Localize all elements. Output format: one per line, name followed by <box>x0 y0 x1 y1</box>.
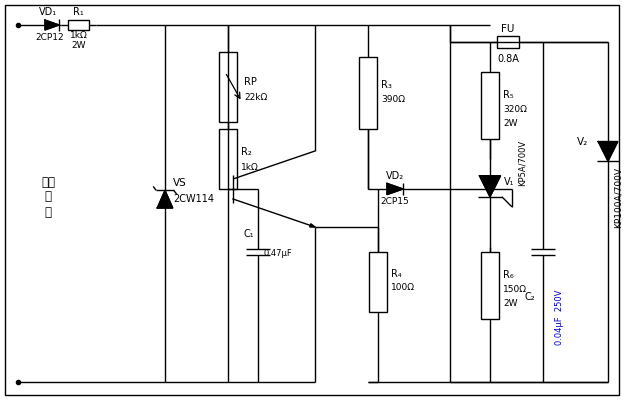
Text: VS: VS <box>173 178 187 188</box>
Text: 2W: 2W <box>71 42 86 50</box>
Text: 0.47μF: 0.47μF <box>263 249 292 258</box>
Text: 2CW114: 2CW114 <box>173 194 214 204</box>
Text: VD₂: VD₂ <box>386 171 404 181</box>
Text: R₁: R₁ <box>73 7 84 17</box>
Polygon shape <box>598 142 618 161</box>
Text: 2CP15: 2CP15 <box>381 197 409 206</box>
Text: RP: RP <box>244 77 257 87</box>
Text: KP100A/700V: KP100A/700V <box>613 166 623 228</box>
Polygon shape <box>310 224 315 227</box>
Text: R₆: R₆ <box>503 271 514 280</box>
Text: 0.04μF  250V: 0.04μF 250V <box>554 289 564 345</box>
Bar <box>219 52 237 122</box>
Text: 100Ω: 100Ω <box>391 284 415 293</box>
Text: VD₁: VD₁ <box>39 7 57 17</box>
Text: V₁: V₁ <box>504 177 515 187</box>
Bar <box>369 252 387 312</box>
Text: 150Ω: 150Ω <box>503 285 527 294</box>
Polygon shape <box>157 190 172 208</box>
Text: R₄: R₄ <box>391 269 402 279</box>
Text: R₂: R₂ <box>241 147 252 157</box>
Text: FU: FU <box>502 24 515 34</box>
Polygon shape <box>480 176 500 197</box>
Text: 同步
电
源: 同步 电 源 <box>41 175 55 219</box>
Bar <box>497 36 519 48</box>
Bar <box>359 57 377 129</box>
Text: C₁: C₁ <box>243 229 254 239</box>
Polygon shape <box>45 20 59 30</box>
Polygon shape <box>387 184 403 195</box>
Text: 2W: 2W <box>503 119 517 128</box>
Text: R₅: R₅ <box>503 90 514 101</box>
Bar <box>481 72 499 139</box>
Text: R₃: R₃ <box>381 80 392 90</box>
Text: C₂: C₂ <box>524 292 535 302</box>
Text: 390Ω: 390Ω <box>381 94 405 103</box>
Text: 2CP12: 2CP12 <box>36 33 65 42</box>
Text: 1kΩ: 1kΩ <box>70 31 87 41</box>
Bar <box>481 252 499 319</box>
Text: 22kΩ: 22kΩ <box>244 92 267 101</box>
Text: V₂: V₂ <box>577 137 588 147</box>
Text: 1kΩ: 1kΩ <box>241 162 259 171</box>
Text: 320Ω: 320Ω <box>503 105 527 114</box>
Text: 2W: 2W <box>503 299 517 308</box>
Text: KP5A/700V: KP5A/700V <box>518 140 527 186</box>
Text: 0.8A: 0.8A <box>497 54 519 64</box>
Bar <box>219 129 237 189</box>
Bar <box>68 20 89 30</box>
